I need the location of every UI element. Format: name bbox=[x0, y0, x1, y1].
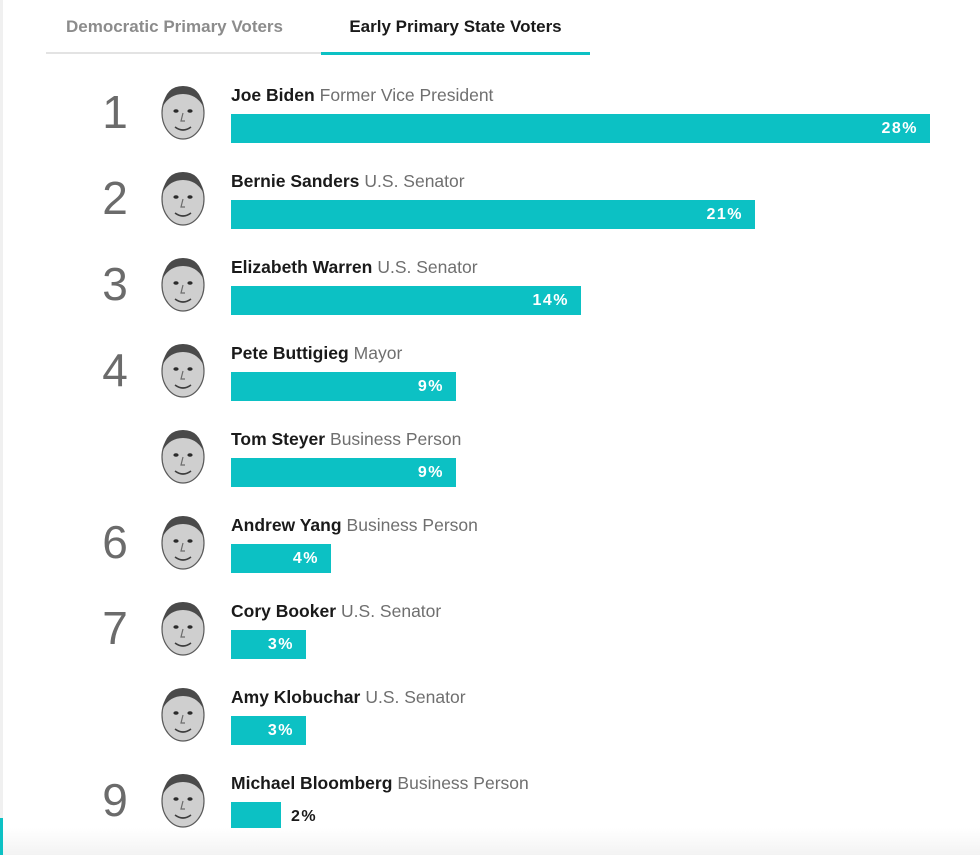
rank-number: 4 bbox=[102, 344, 128, 396]
candidate-row: 2 Bernie Sanders U.S. Senator 21% bbox=[0, 168, 980, 254]
candidate-portrait-icon bbox=[160, 254, 206, 312]
candidate-name: Tom Steyer bbox=[231, 429, 326, 449]
candidate-portrait-icon bbox=[160, 770, 206, 828]
tab-early-primary-state-voters[interactable]: Early Primary State Voters bbox=[321, 0, 590, 55]
candidate-name: Amy Klobuchar bbox=[231, 687, 361, 707]
rank-number: 7 bbox=[102, 602, 128, 654]
candidate-label: Andrew Yang Business Person bbox=[231, 514, 478, 536]
candidate-row: 9 Michael Bloomberg Business Person 2% bbox=[0, 770, 980, 856]
candidate-title: Former Vice President bbox=[319, 85, 494, 105]
candidate-percent: 4% bbox=[292, 550, 319, 567]
candidate-name: Andrew Yang bbox=[231, 515, 342, 535]
candidate-bar bbox=[231, 544, 331, 573]
candidate-title: Mayor bbox=[353, 343, 403, 363]
rank-number: 6 bbox=[102, 516, 128, 568]
candidate-portrait-icon bbox=[160, 598, 206, 656]
candidate-bar bbox=[231, 372, 456, 401]
candidate-row: 3 Elizabeth Warren U.S. Senator 14% bbox=[0, 254, 980, 340]
candidate-bar bbox=[231, 716, 306, 745]
candidate-label: Amy Klobuchar U.S. Senator bbox=[231, 686, 466, 708]
candidate-title: U.S. Senator bbox=[377, 257, 478, 277]
bottom-fade bbox=[0, 828, 980, 855]
candidate-percent: 28% bbox=[881, 120, 918, 137]
candidate-row: 6 Andrew Yang Business Person 4% bbox=[0, 512, 980, 598]
candidate-row: 4 Pete Buttigieg Mayor 9% bbox=[0, 340, 980, 426]
candidate-title: Business Person bbox=[397, 773, 529, 793]
page-left-border bbox=[0, 0, 3, 855]
candidate-title: Business Person bbox=[330, 429, 462, 449]
candidate-name: Pete Buttigieg bbox=[231, 343, 349, 363]
rank-number: 9 bbox=[102, 774, 128, 826]
candidate-portrait-icon bbox=[160, 684, 206, 742]
candidate-label: Michael Bloomberg Business Person bbox=[231, 772, 529, 794]
candidate-row: Tom Steyer Business Person 9% bbox=[0, 426, 980, 512]
candidate-label: Elizabeth Warren U.S. Senator bbox=[231, 256, 478, 278]
candidate-label: Tom Steyer Business Person bbox=[231, 428, 461, 450]
candidate-row: Amy Klobuchar U.S. Senator 3% bbox=[0, 684, 980, 770]
candidate-bar bbox=[231, 630, 306, 659]
candidate-label: Joe Biden Former Vice President bbox=[231, 84, 493, 106]
candidate-row: 7 Cory Booker U.S. Senator 3% bbox=[0, 598, 980, 684]
candidate-percent: 3% bbox=[267, 636, 294, 653]
candidate-label: Cory Booker U.S. Senator bbox=[231, 600, 441, 622]
left-accent-strip bbox=[0, 818, 3, 855]
candidate-title: U.S. Senator bbox=[364, 171, 465, 191]
tab-democratic-primary-voters[interactable]: Democratic Primary Voters bbox=[66, 17, 284, 36]
candidate-title: U.S. Senator bbox=[365, 687, 466, 707]
candidate-title: Business Person bbox=[346, 515, 478, 535]
candidate-percent: 2% bbox=[291, 808, 318, 825]
candidate-portrait-icon bbox=[160, 82, 206, 140]
candidate-label: Pete Buttigieg Mayor bbox=[231, 342, 402, 364]
candidate-name: Cory Booker bbox=[231, 601, 337, 621]
candidate-percent: 9% bbox=[417, 464, 444, 481]
candidate-portrait-icon bbox=[160, 340, 206, 398]
rank-number: 2 bbox=[102, 172, 128, 224]
rank-number: 1 bbox=[102, 86, 128, 138]
candidate-row: 1 Joe Biden Former Vice President 28% bbox=[0, 82, 980, 168]
candidate-portrait-icon bbox=[160, 426, 206, 484]
candidate-portrait-icon bbox=[160, 168, 206, 226]
candidate-label: Bernie Sanders U.S. Senator bbox=[231, 170, 465, 192]
tab-bar: Democratic Primary Voters Early Primary … bbox=[46, 0, 590, 55]
candidate-name: Elizabeth Warren bbox=[231, 257, 373, 277]
candidate-bar bbox=[231, 114, 930, 143]
candidate-name: Michael Bloomberg bbox=[231, 773, 393, 793]
candidate-percent: 14% bbox=[532, 292, 569, 309]
candidate-bar bbox=[231, 286, 581, 315]
candidate-bar bbox=[231, 200, 755, 229]
candidate-percent: 3% bbox=[267, 722, 294, 739]
candidate-bar bbox=[231, 802, 281, 831]
candidate-percent: 21% bbox=[706, 206, 743, 223]
candidate-portrait-icon bbox=[160, 512, 206, 570]
rank-number: 3 bbox=[102, 258, 128, 310]
candidate-percent: 9% bbox=[417, 378, 444, 395]
candidate-name: Joe Biden bbox=[231, 85, 315, 105]
candidate-name: Bernie Sanders bbox=[231, 171, 360, 191]
candidate-title: U.S. Senator bbox=[341, 601, 442, 621]
candidate-bar bbox=[231, 458, 456, 487]
